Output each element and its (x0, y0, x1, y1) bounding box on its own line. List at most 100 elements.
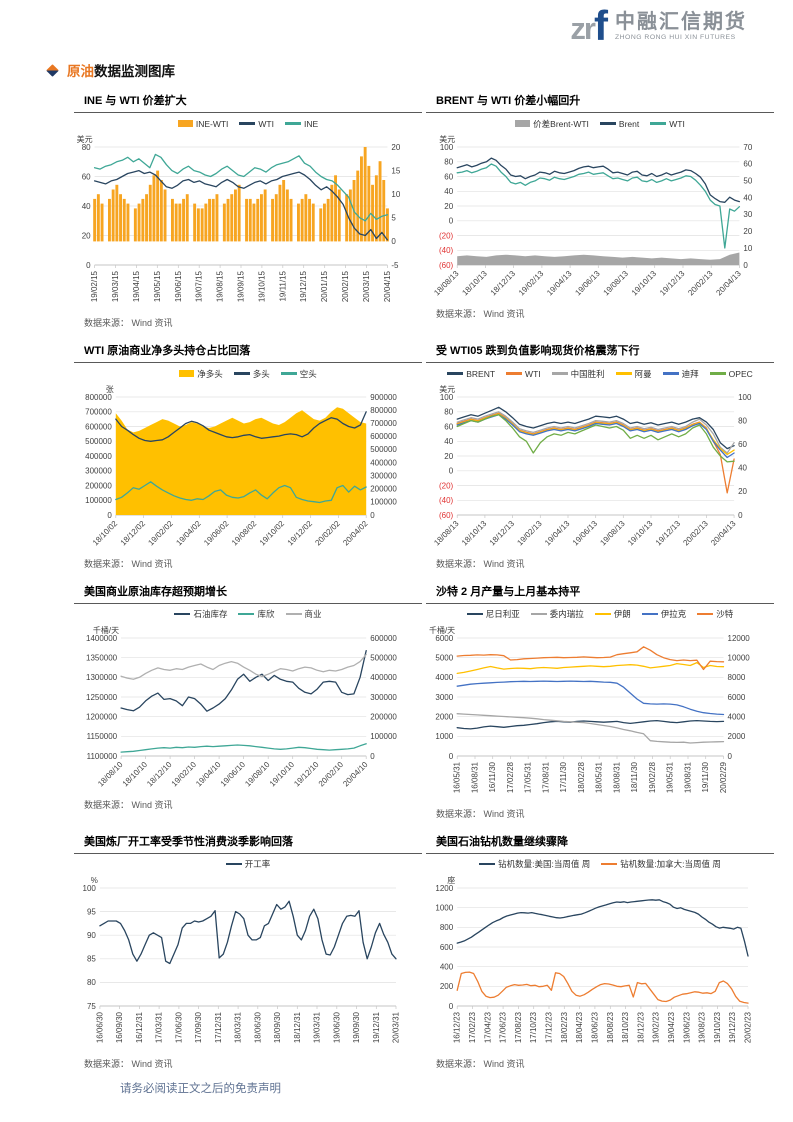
svg-text:19/05/31: 19/05/31 (666, 761, 675, 793)
svg-text:200000: 200000 (85, 481, 112, 490)
chart-legend: BRENT WTI 中国胜利 阿曼 迪拜 OPEC (426, 366, 774, 381)
svg-text:(40): (40) (439, 246, 454, 255)
legend-item: 库欣 (238, 608, 275, 620)
legend-item: 多头 (233, 368, 270, 380)
legend-label: 钻机数量:美国:当周值 周 (498, 859, 591, 870)
svg-text:2000: 2000 (435, 712, 453, 721)
svg-text:19/10/10: 19/10/10 (268, 759, 297, 788)
svg-text:800000: 800000 (85, 393, 112, 402)
svg-text:19/12/15: 19/12/15 (299, 270, 308, 302)
legend-bar-swatch-icon (179, 370, 195, 377)
logo-names: 中融汇信期货 ZHONG RONG HUI XIN FUTURES (615, 12, 747, 41)
legend-label: WTI (258, 118, 274, 129)
source-label: 数据来源： (84, 1058, 132, 1069)
svg-text:19/02/13: 19/02/13 (517, 269, 546, 298)
svg-text:19/05/15: 19/05/15 (153, 270, 162, 302)
svg-text:100000: 100000 (370, 498, 397, 507)
svg-text:-5: -5 (391, 261, 399, 270)
legend-line-swatch-icon (641, 613, 658, 616)
svg-text:6000: 6000 (435, 634, 453, 643)
svg-text:500000: 500000 (370, 653, 397, 662)
source-value: Wind 资讯 (483, 558, 525, 569)
legend-line-swatch-icon (530, 613, 547, 616)
legend-item: 商业 (285, 608, 322, 620)
source-label: 数据来源： (436, 1058, 484, 1069)
chart-legend: 净多头 多头 空头 (74, 366, 422, 381)
svg-text:100: 100 (738, 393, 752, 402)
svg-text:20/04/15: 20/04/15 (383, 270, 392, 302)
source-label: 数据来源： (84, 799, 132, 810)
svg-text:(60): (60) (439, 511, 454, 520)
legend-label: 开工率 (244, 859, 271, 870)
svg-text:20: 20 (82, 231, 91, 240)
chart-plot: 千桶/天600050004000300020001000012000100008… (429, 625, 750, 793)
svg-text:19/11/15: 19/11/15 (278, 270, 287, 301)
chart-cell: 受 WTI05 跌到负值影响现货价格震荡下行 BRENT WTI 中国胜利 阿曼 迪拜 O… (426, 342, 774, 570)
legend-item: 沙特 (697, 608, 733, 620)
svg-text:19/08/02: 19/08/02 (230, 519, 259, 548)
svg-text:(40): (40) (439, 496, 454, 505)
svg-text:500000: 500000 (85, 437, 112, 446)
logo-f-text: f (594, 2, 608, 50)
chart-title: WTI 原油商业净多头持仓占比回落 (74, 342, 422, 363)
legend-item: WTI (239, 119, 274, 129)
svg-text:4000: 4000 (728, 712, 746, 721)
svg-text:60: 60 (743, 160, 752, 169)
svg-text:20/04/02: 20/04/02 (341, 519, 370, 548)
svg-text:80: 80 (82, 143, 91, 152)
footer-disclaimer: 请务必阅读正文之后的免责声明 (120, 1083, 281, 1095)
svg-text:19/12/02: 19/12/02 (286, 519, 315, 548)
svg-text:0: 0 (743, 261, 748, 270)
svg-text:19/09/30: 19/09/30 (352, 1011, 361, 1043)
legend-item: 钻机数量:美国:当周值 周 (479, 858, 590, 870)
legend-item: 伊朗 (594, 608, 631, 620)
svg-text:19/02/02: 19/02/02 (146, 519, 175, 548)
svg-text:85: 85 (87, 954, 96, 963)
chart-source: 数据来源： Wind 资讯 (426, 807, 774, 820)
svg-text:20: 20 (444, 452, 453, 461)
legend-bar-swatch-icon (177, 120, 193, 127)
legend-line-swatch-icon (697, 613, 714, 616)
svg-text:20/02/23: 20/02/23 (744, 1011, 753, 1043)
svg-text:19/06/13: 19/06/13 (571, 519, 600, 548)
svg-text:19/06/10: 19/06/10 (219, 759, 248, 788)
source-value: Wind 资讯 (483, 1058, 525, 1069)
svg-text:800: 800 (440, 923, 454, 932)
svg-text:17/09/30: 17/09/30 (194, 1011, 203, 1043)
legend-label: BRENT (466, 368, 496, 379)
logo-mark: zr f (570, 2, 608, 50)
svg-text:19/06/15: 19/06/15 (174, 270, 183, 302)
svg-text:18/04/23: 18/04/23 (575, 1011, 584, 1043)
svg-text:0: 0 (449, 1002, 454, 1011)
svg-text:20/02/02: 20/02/02 (313, 519, 342, 548)
source-label: 数据来源： (84, 558, 132, 569)
svg-text:16/08/31: 16/08/31 (471, 761, 480, 793)
svg-text:18/03/31: 18/03/31 (234, 1011, 243, 1043)
charts-grid: INE 与 WTI 价差扩大 INE-WTI WTI INE 美元 80 60 40 20 0… (74, 92, 774, 1070)
svg-text:20: 20 (391, 143, 400, 152)
chart-cell: INE 与 WTI 价差扩大 INE-WTI WTI INE 美元 80 60 40 20 0… (74, 92, 422, 329)
legend-item: BRENT (447, 369, 495, 379)
chart-source: 数据来源： Wind 资讯 (74, 798, 422, 811)
svg-text:美元: 美元 (77, 134, 93, 144)
svg-text:19/03/15: 19/03/15 (111, 270, 120, 302)
svg-text:17/03/31: 17/03/31 (155, 1011, 164, 1043)
svg-text:1150000: 1150000 (87, 732, 118, 741)
svg-text:300000: 300000 (370, 693, 397, 702)
legend-label: 钻机数量:加拿大:当周值 周 (620, 859, 721, 870)
svg-text:20/02/29: 20/02/29 (719, 761, 728, 793)
svg-text:座: 座 (447, 875, 455, 885)
legend-item: 空头 (280, 368, 317, 380)
chart-cell: 美国商业原油库存超预期增长 石油库存 库欣 商业 千桶/天 1400000 135000… (74, 583, 422, 820)
chart-cell: 沙特 2 月产量与上月基本持平 尼日利亚 委内瑞拉 伊朗 伊拉克 沙特 千桶/天 6000… (426, 583, 774, 820)
legend-line-swatch-icon (601, 863, 618, 866)
legend-label: WTI (669, 118, 685, 129)
legend-item: 迪拜 (662, 368, 699, 380)
svg-text:18/10/23: 18/10/23 (621, 1011, 630, 1043)
svg-text:0: 0 (86, 261, 91, 270)
svg-text:20: 20 (738, 487, 747, 496)
svg-text:0: 0 (449, 216, 454, 225)
svg-text:16/05/31: 16/05/31 (453, 761, 462, 793)
legend-item: WTI (650, 119, 685, 129)
